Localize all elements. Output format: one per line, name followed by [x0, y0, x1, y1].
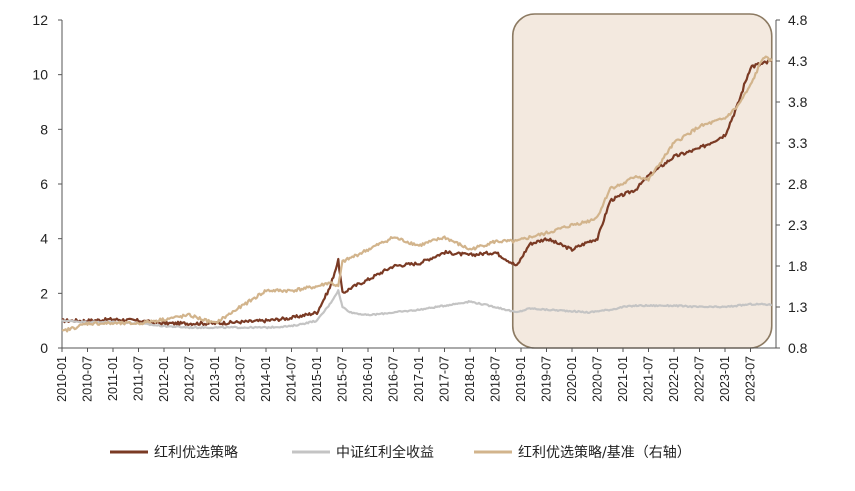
x-tick-label: 2012-07	[183, 356, 197, 402]
legend-label: 红利优选策略	[154, 444, 238, 461]
left-tick-label: 12	[32, 12, 48, 28]
x-tick-label: 2013-01	[208, 356, 222, 402]
series-line-3	[61, 55, 773, 333]
right-tick-label: 3.3	[788, 135, 808, 151]
x-tick-label: 2013-07	[234, 356, 248, 402]
x-tick-label: 2016-01	[361, 356, 375, 402]
right-tick-label: 4.8	[788, 12, 808, 28]
right-tick-label: 2.8	[788, 176, 808, 192]
x-tick-label: 2022-01	[667, 356, 681, 402]
legend-item: 中证红利全收益	[292, 444, 434, 461]
x-tick-label: 2022-07	[693, 356, 707, 402]
legend-item: 红利优选策略	[110, 444, 238, 461]
x-tick-label: 2012-01	[157, 356, 171, 402]
right-tick-label: 2.3	[788, 217, 808, 233]
right-tick-label: 4.3	[788, 53, 808, 69]
axes-layer: 0 2 4 6 8 10 12 0.8 1.3 1.8 2.3 2.8 3.3 3.8 4.3 4.8 2010…	[32, 12, 807, 402]
right-tick-label: 1.3	[788, 299, 808, 315]
x-tick-label: 2021-01	[616, 356, 630, 402]
x-tick-label: 2023-07	[744, 356, 758, 402]
right-tick-label: 1.8	[788, 258, 808, 274]
series-line-2	[61, 289, 772, 330]
x-tick-label: 2017-01	[412, 356, 426, 402]
x-tick-label: 2015-07	[336, 356, 350, 402]
x-tick-label: 2014-01	[259, 356, 273, 402]
x-tick-label: 2011-01	[106, 356, 120, 401]
x-tick-label: 2019-01	[514, 356, 528, 402]
series-layer	[61, 55, 773, 333]
legend-label: 红利优选策略/基准（右轴）	[518, 444, 691, 461]
legend-label: 中证红利全收益	[336, 444, 434, 461]
x-tick-label: 2010-07	[81, 356, 95, 402]
x-tick-label: 2020-07	[591, 356, 605, 402]
x-tick-label: 2017-07	[438, 356, 452, 402]
left-tick-label: 4	[40, 231, 48, 247]
left-tick-label: 10	[32, 67, 48, 83]
x-tick-label: 2016-07	[387, 356, 401, 402]
x-tick-label: 2018-01	[463, 356, 477, 402]
x-tick-label: 2018-07	[489, 356, 503, 402]
left-tick-label: 8	[40, 121, 48, 137]
x-tick-label: 2010-01	[55, 356, 69, 402]
x-tick-label: 2014-07	[285, 356, 299, 402]
right-tick-label: 3.8	[788, 94, 808, 110]
x-tick-label: 2023-01	[718, 356, 732, 402]
x-tick-label: 2011-07	[132, 356, 146, 401]
x-tick-label: 2015-01	[310, 356, 324, 402]
x-tick-label: 2021-07	[642, 356, 656, 402]
left-tick-label: 0	[40, 340, 48, 356]
legend-item: 红利优选策略/基准（右轴）	[474, 444, 691, 461]
legend: 红利优选策略 中证红利全收益 红利优选策略/基准（右轴）	[110, 444, 691, 461]
right-tick-label: 0.8	[788, 340, 808, 356]
left-tick-label: 6	[40, 176, 48, 192]
x-tick-label: 2019-07	[540, 356, 554, 402]
left-tick-label: 2	[40, 285, 48, 301]
x-tick-label: 2020-01	[565, 356, 579, 402]
